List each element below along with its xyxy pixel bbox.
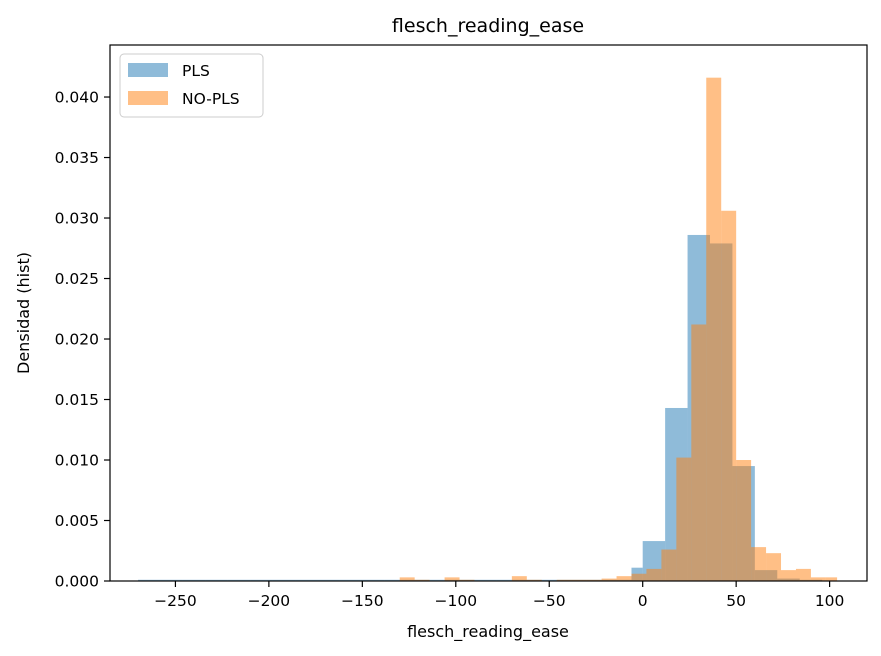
legend-label-pls: PLS [182, 62, 210, 80]
x-tick-label: 100 [815, 592, 845, 610]
y-tick-label: 0.035 [55, 149, 99, 167]
bar-no-pls-1 [414, 579, 430, 581]
bar-no-pls-12 [646, 568, 662, 581]
bar-no-pls-21 [781, 570, 796, 581]
bar-no-pls-2 [444, 577, 460, 581]
bar-no-pls-22 [795, 568, 811, 581]
y-tick-label: 0.010 [55, 452, 99, 470]
bar-no-pls-4 [511, 576, 527, 581]
bar-pls-11 [384, 579, 408, 581]
y-tick-label: 0.020 [55, 331, 99, 349]
bar-pls-28 [754, 570, 778, 581]
bar-pls-2 [182, 579, 206, 581]
legend-label-no-pls: NO-PLS [182, 90, 240, 108]
bar-no-pls-19 [751, 547, 767, 581]
bar-no-pls-24 [825, 577, 838, 581]
x-tick-label: −100 [435, 592, 478, 610]
legend-swatch-pls [128, 63, 168, 77]
legend-swatch-no-pls [128, 91, 168, 105]
legend: PLS NO-PLS [119, 53, 264, 118]
x-tick-label: 50 [726, 592, 746, 610]
bar-pls-7 [295, 579, 318, 581]
bar-pls-9 [339, 579, 363, 581]
bar-no-pls-20 [766, 553, 782, 581]
bar-no-pls-17 [721, 210, 737, 581]
bar-no-pls-3 [459, 579, 475, 581]
bar-no-pls-18 [736, 460, 752, 581]
bar-pls-4 [227, 579, 251, 581]
bar-no-pls-8 [586, 579, 602, 581]
bar-no-pls-23 [810, 577, 826, 581]
bar-no-pls-5 [526, 579, 542, 581]
bar-no-pls-10 [616, 576, 632, 581]
x-tick-label: −250 [154, 592, 197, 610]
x-axis-label: flesch_reading_ease [407, 622, 569, 642]
bar-no-pls-14 [676, 457, 692, 581]
x-tick-label: −200 [248, 592, 291, 610]
bar-pls-1 [160, 579, 183, 581]
x-axis: −250 −200 −150 −100 −50 0 50 100 [154, 581, 844, 610]
bar-pls-3 [205, 579, 228, 581]
y-tick-label: 0.005 [55, 512, 99, 530]
bar-no-pls-11 [631, 573, 647, 581]
x-tick-label: −150 [341, 592, 384, 610]
x-tick-label: −50 [533, 592, 566, 610]
bar-pls-15 [474, 579, 497, 581]
y-tick-label: 0.030 [55, 210, 99, 228]
bar-no-pls-13 [661, 549, 677, 581]
y-tick-label: 0.000 [55, 573, 99, 591]
x-tick-label: 0 [638, 592, 648, 610]
bar-pls-10 [362, 579, 385, 581]
plot-frame [109, 44, 868, 582]
chart-title: flesch_reading_ease [392, 15, 584, 37]
bar-pls-0 [138, 579, 161, 581]
bar-pls-8 [317, 579, 340, 581]
y-axis: 0.000 0.005 0.010 0.015 0.020 0.025 0.030 0.035… [55, 89, 110, 591]
bar-no-pls-0 [399, 577, 415, 581]
bar-no-pls-9 [601, 578, 617, 581]
bar-pls-30 [799, 579, 823, 581]
y-tick-label: 0.025 [55, 270, 99, 288]
bar-pls-5 [250, 579, 273, 581]
bar-pls-18 [541, 579, 565, 581]
bar-no-pls-16 [706, 77, 722, 582]
bar-no-pls-7 [571, 579, 587, 581]
y-tick-label: 0.040 [55, 89, 99, 107]
y-axis-label: Densidad (hist) [14, 252, 33, 374]
bars-layer [138, 77, 838, 582]
bar-pls-16 [496, 579, 520, 581]
bar-pls-6 [272, 579, 296, 581]
bar-no-pls-15 [691, 324, 707, 581]
bar-no-pls-6 [556, 579, 572, 581]
y-tick-label: 0.015 [55, 391, 99, 409]
bar-pls-13 [429, 579, 453, 581]
